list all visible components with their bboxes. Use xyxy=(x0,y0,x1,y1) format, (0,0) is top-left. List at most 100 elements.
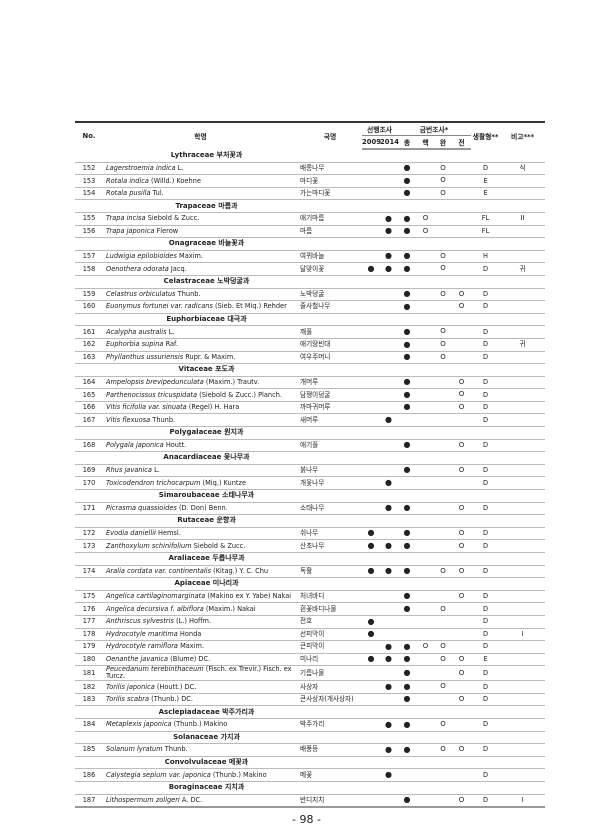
species-number: 161 xyxy=(75,325,103,339)
mark-2009 xyxy=(362,413,380,428)
species-number: 180 xyxy=(75,653,103,667)
lifeform: D xyxy=(471,439,501,453)
scientific-name-author: (Maxim.) Trautv. xyxy=(203,378,260,387)
species-number: 186 xyxy=(75,768,103,782)
scientific-name-italic: Acalypha australis xyxy=(106,327,167,336)
note xyxy=(500,768,546,782)
family-row: Boraginaceae 지치과 xyxy=(75,781,546,795)
scientific-name-italic: Lithospermum zollgeri xyxy=(106,795,180,804)
note xyxy=(500,225,546,239)
family-row: Apiaceae 미나리과 xyxy=(75,577,546,591)
scientific-name-italic: Vitis ficifolia var. sinuata xyxy=(106,403,187,412)
scientific-name-italic: Celastrus orbiculatus xyxy=(106,289,176,298)
scientific-name-italic: Lagerstroemia indica xyxy=(106,163,176,172)
family-name: Vitaceae 포도과 xyxy=(75,363,298,377)
note: 귀 xyxy=(500,262,546,276)
mark-core xyxy=(417,162,435,176)
mark-buffer: O xyxy=(434,743,453,757)
mark-2009: ● xyxy=(362,628,380,642)
mark-total: ● xyxy=(397,502,418,516)
korean-name: 애기풀 xyxy=(298,439,362,453)
table-row: 155 Trapa incisa Siebold & Zucc. 애기마름 ● ● O FL… xyxy=(75,212,546,226)
table-row: 187 Lithospermum zollgeri A. DC. 반디지치 ● O D I xyxy=(75,794,546,809)
mark-2014 xyxy=(380,590,398,604)
mark-transition: O xyxy=(452,527,472,541)
table-row: 162 Euphorbia supina Raf. 애기땅빈대 ● O D 귀 xyxy=(75,338,546,352)
table-row: 178 Hydrocotyle maritima Honda 선피막이 ● D I xyxy=(75,628,546,642)
mark-2014: ● xyxy=(380,502,398,516)
table-row: 171 Picrasma quassioides (D. Don) Benn. 소태… xyxy=(75,502,546,516)
scientific-name-italic: Torilis japonica xyxy=(106,682,155,691)
scientific-name-italic: Trapa japonica xyxy=(106,226,155,235)
family-row-filler xyxy=(298,731,546,745)
mark-2014 xyxy=(380,351,398,365)
korean-name: 사상자 xyxy=(298,680,362,694)
mark-2014: ● xyxy=(380,250,398,264)
mark-transition: O xyxy=(452,439,472,453)
table-row: 163 Phyllanthus ussuriensis Rupr. & Maxim… xyxy=(75,351,546,365)
mark-2014: ● xyxy=(380,212,398,226)
scientific-name-italic: Polygala japonica xyxy=(106,440,164,449)
mark-2014 xyxy=(380,401,398,415)
family-row-filler xyxy=(298,514,546,528)
scientific-name-italic: Rotala pusilla xyxy=(106,189,151,198)
family-row: Simaroubaceae 소태나무과 xyxy=(75,489,546,503)
mark-core xyxy=(417,680,435,694)
mark-2009 xyxy=(362,476,380,491)
mark-total: ● xyxy=(397,325,418,339)
table-row: 185 Solanum lyratum Thunb. 배풍등 ● ● O O D xyxy=(75,743,546,757)
species-number: 153 xyxy=(75,174,103,188)
family-name: Simaroubaceae 소태나무과 xyxy=(75,489,298,503)
mark-2009 xyxy=(362,718,380,732)
mark-transition: O xyxy=(452,743,472,757)
mark-transition xyxy=(452,768,472,782)
scientific-name-author: Thunb. xyxy=(150,415,176,424)
mark-2014: ● xyxy=(380,476,398,491)
note xyxy=(500,680,546,694)
lifeform: D xyxy=(471,413,501,428)
scientific-name-author: Raf. xyxy=(163,340,178,349)
mark-2009 xyxy=(362,464,380,478)
mark-transition: O xyxy=(452,388,472,402)
scientific-name-author: Thunb. xyxy=(175,289,201,298)
mark-buffer xyxy=(434,628,453,642)
mark-2009 xyxy=(362,376,380,390)
species-number: 152 xyxy=(75,162,103,176)
table-row: 174 Aralia cordata var. continentalis (Ki… xyxy=(75,565,546,579)
table-row: 164 Ampelopsis brevipedunculata (Maxim.) … xyxy=(75,376,546,390)
family-row-filler xyxy=(298,577,546,591)
scientific-name-author: (Miq.) Kuntze xyxy=(200,478,247,487)
note xyxy=(500,288,546,302)
mark-buffer xyxy=(434,225,453,239)
species-number: 182 xyxy=(75,680,103,694)
mark-core: O xyxy=(417,640,435,654)
family-name: Euphorbiaceae 대극과 xyxy=(75,313,298,327)
header-buffer: 완 xyxy=(434,135,453,150)
mark-2009 xyxy=(362,174,380,188)
scientific-name: Aralia cordata var. continentalis (Kitag… xyxy=(103,565,298,579)
species-number: 171 xyxy=(75,502,103,516)
scientific-name-italic: Rotala indica xyxy=(106,176,149,185)
scientific-name-author: Rupr. & Maxim. xyxy=(183,352,236,361)
lifeform: D xyxy=(471,351,501,365)
scientific-name-italic: Anthriscus sylvestris xyxy=(106,617,174,626)
mark-transition xyxy=(452,351,472,365)
mark-core xyxy=(417,502,435,516)
mark-buffer xyxy=(434,527,453,541)
mark-2014: ● xyxy=(380,413,398,428)
note xyxy=(500,502,546,516)
mark-buffer xyxy=(434,376,453,390)
korean-name: 까마귀머루 xyxy=(298,401,362,415)
scientific-name-author: (Maxim.) Nakai xyxy=(203,604,256,613)
korean-name: 깨풀 xyxy=(298,325,362,339)
scientific-name-italic: Aralia cordata var. continentalis xyxy=(106,566,212,575)
mark-buffer xyxy=(434,212,453,226)
mark-transition xyxy=(452,162,472,176)
table-row: 184 Metaplexis japonica (Thunb.) Makino 박주… xyxy=(75,718,546,732)
mark-buffer xyxy=(434,539,453,553)
family-row-filler xyxy=(298,363,546,377)
scientific-name-author: (Sieb. Et Miq.) Rehder xyxy=(212,302,287,311)
family-name: Rutaceae 운향과 xyxy=(75,514,298,528)
header-core: 핵 xyxy=(417,135,435,150)
scientific-name: Ampelopsis brevipedunculata (Maxim.) Tra… xyxy=(103,376,298,390)
